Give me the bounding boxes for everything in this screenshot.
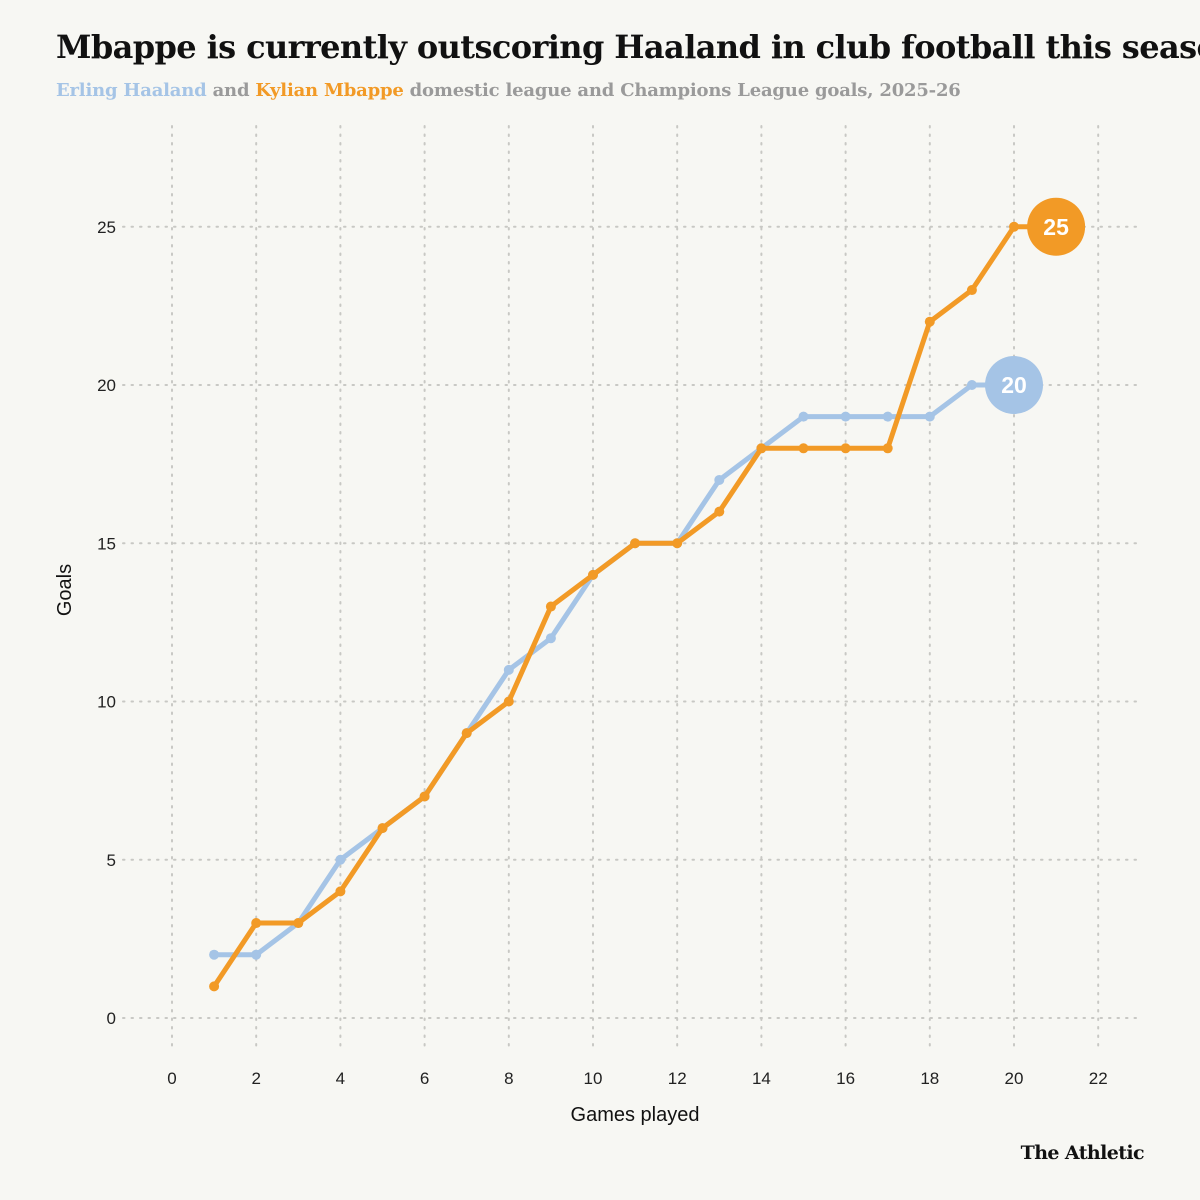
x-tick-label: 14 xyxy=(752,1069,771,1088)
erling-haaland-point xyxy=(251,949,262,960)
brand-logo: The Athletic xyxy=(1020,1142,1145,1164)
x-tick-label: 8 xyxy=(504,1069,513,1088)
x-tick-label: 22 xyxy=(1089,1069,1108,1088)
kylian-mbappe-point xyxy=(630,538,641,549)
kylian-mbappe-point xyxy=(419,791,430,802)
erling-haaland-line xyxy=(211,382,1017,958)
kylian-mbappe-point xyxy=(924,316,935,327)
y-tick-label: 20 xyxy=(97,376,116,395)
kylian-mbappe-point xyxy=(461,728,472,739)
kylian-mbappe-point xyxy=(756,443,767,454)
kylian-mbappe-point xyxy=(966,285,977,296)
kylian-mbappe-point xyxy=(798,443,809,454)
kylian-mbappe-end-label: 25 xyxy=(1043,214,1069,240)
kylian-mbappe-point xyxy=(882,443,893,454)
kylian-mbappe-point xyxy=(293,918,304,929)
y-tick-label: 10 xyxy=(97,693,116,712)
erling-haaland-point xyxy=(545,633,556,644)
erling-haaland-point xyxy=(924,411,935,422)
y-tick-label: 5 xyxy=(107,851,116,870)
x-tick-label: 6 xyxy=(420,1069,429,1088)
kylian-mbappe-point xyxy=(840,443,851,454)
subtitle-rest: domestic league and Champions League goa… xyxy=(403,80,961,101)
subtitle-haaland: Erling Haaland xyxy=(56,80,207,101)
erling-haaland-point xyxy=(209,949,220,960)
kylian-mbappe-point xyxy=(209,981,220,992)
x-tick-label: 20 xyxy=(1005,1069,1024,1088)
y-axis-label: Goals xyxy=(54,564,76,616)
kylian-mbappe-end-bubble xyxy=(1027,197,1086,256)
x-tick-label: 12 xyxy=(668,1069,687,1088)
kylian-mbappe-point xyxy=(545,601,556,612)
y-tick-label: 25 xyxy=(97,218,116,237)
erling-haaland-point xyxy=(503,664,514,675)
x-axis-label: Games played xyxy=(571,1104,700,1126)
kylian-mbappe-point xyxy=(503,696,514,707)
erling-haaland-point xyxy=(798,411,809,422)
erling-haaland-point xyxy=(882,411,893,422)
erling-haaland-series: 20 xyxy=(209,356,1043,960)
erling-haaland-point xyxy=(966,380,977,390)
series-lines: 2025 xyxy=(209,197,1086,992)
x-tick-label: 10 xyxy=(584,1069,603,1088)
erling-haaland-point xyxy=(840,411,851,422)
chart-title: Mbappe is currently outscoring Haaland i… xyxy=(56,28,1200,66)
x-tick-label: 0 xyxy=(167,1069,176,1088)
kylian-mbappe-point xyxy=(672,538,683,549)
x-tick-label: 18 xyxy=(920,1069,939,1088)
tick-labels: 0 2 4 6 8 10 12 14 16 18 20 22 0 5 10 15 20 25 xyxy=(97,218,1108,1088)
y-tick-label: 0 xyxy=(107,1009,116,1028)
subtitle-mbappe: Kylian Mbappe xyxy=(255,80,404,101)
x-tick-label: 4 xyxy=(336,1069,345,1088)
erling-haaland-point xyxy=(714,474,725,485)
chart-subtitle: Erling Haaland and Kylian Mbappe domesti… xyxy=(56,80,1156,101)
kylian-mbappe-point xyxy=(335,886,346,897)
kylian-mbappe-point xyxy=(1009,221,1019,232)
grid-lines xyxy=(122,125,1144,1049)
kylian-mbappe-point xyxy=(377,823,388,834)
erling-haaland-point xyxy=(335,854,346,865)
kylian-mbappe-point xyxy=(588,569,598,580)
erling-haaland-end-label: 20 xyxy=(1001,372,1027,398)
kylian-mbappe-series: 25 xyxy=(209,197,1086,992)
y-tick-label: 15 xyxy=(97,534,116,553)
x-tick-label: 2 xyxy=(251,1069,260,1088)
x-tick-label: 16 xyxy=(836,1069,855,1088)
kylian-mbappe-point xyxy=(714,506,725,517)
kylian-mbappe-point xyxy=(251,918,262,929)
erling-haaland-end-bubble xyxy=(985,356,1043,414)
subtitle-and: and xyxy=(206,80,256,101)
